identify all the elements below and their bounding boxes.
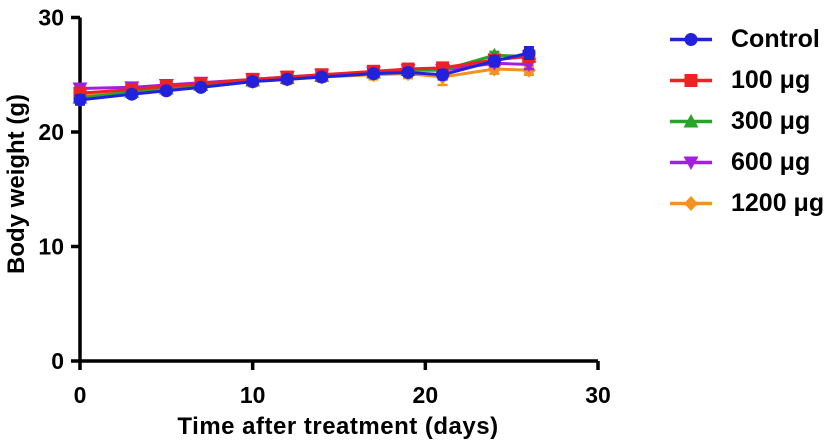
- legend-item-1200ug: 1200 μg: [668, 188, 824, 219]
- legend-marker-shape: [684, 196, 698, 211]
- data-point-marker: [367, 67, 381, 81]
- legend-item-300ug: 300 μg: [668, 106, 824, 137]
- data-point-marker: [246, 75, 260, 89]
- data-point-marker: [125, 87, 139, 101]
- legend-label: 300 μg: [731, 107, 811, 135]
- legend-marker-300ug: [670, 114, 712, 128]
- legend-marker-600ug: [670, 156, 712, 170]
- data-point-marker: [487, 54, 501, 68]
- legend-item-control: Control: [668, 24, 824, 55]
- data-point-marker: [194, 80, 208, 94]
- legend-marker-control: [670, 33, 712, 46]
- y-axis-title: Body weight (g): [3, 94, 30, 274]
- legend-marker-shape: [683, 156, 699, 170]
- data-point-marker: [73, 93, 87, 107]
- data-point-marker: [436, 68, 450, 82]
- y-tick-label: 10: [38, 234, 64, 260]
- legend-item-100ug: 100 μg: [668, 65, 824, 96]
- x-tick-label: 30: [585, 382, 611, 408]
- y-tick-label: 30: [38, 5, 64, 31]
- data-point-marker: [315, 70, 329, 84]
- legend-marker-100ug: [670, 74, 712, 87]
- legend-label: 600 μg: [731, 148, 811, 176]
- x-axis-title: Time after treatment (days): [177, 413, 498, 440]
- legend: Control 100 μg 300 μg 600 μg 1200 μg: [668, 24, 824, 229]
- legend-label: 1200 μg: [731, 189, 825, 217]
- x-tick-label: 10: [240, 382, 266, 408]
- data-point-marker: [522, 46, 536, 60]
- y-tick-label: 0: [51, 348, 64, 374]
- data-point-marker: [159, 84, 173, 98]
- series-control: [73, 46, 536, 107]
- legend-marker-shape: [684, 33, 698, 46]
- legend-item-600ug: 600 μg: [668, 147, 824, 178]
- data-point-marker: [401, 65, 415, 79]
- legend-label: 100 μg: [731, 66, 811, 94]
- y-tick-label: 20: [38, 119, 64, 145]
- legend-marker-shape: [683, 114, 699, 128]
- data-point-marker: [280, 72, 294, 86]
- legend-label: Control: [731, 25, 820, 53]
- legend-marker-1200ug: [670, 196, 712, 211]
- x-tick-label: 0: [74, 382, 87, 408]
- legend-marker-shape: [684, 74, 698, 87]
- x-tick-label: 20: [413, 382, 439, 408]
